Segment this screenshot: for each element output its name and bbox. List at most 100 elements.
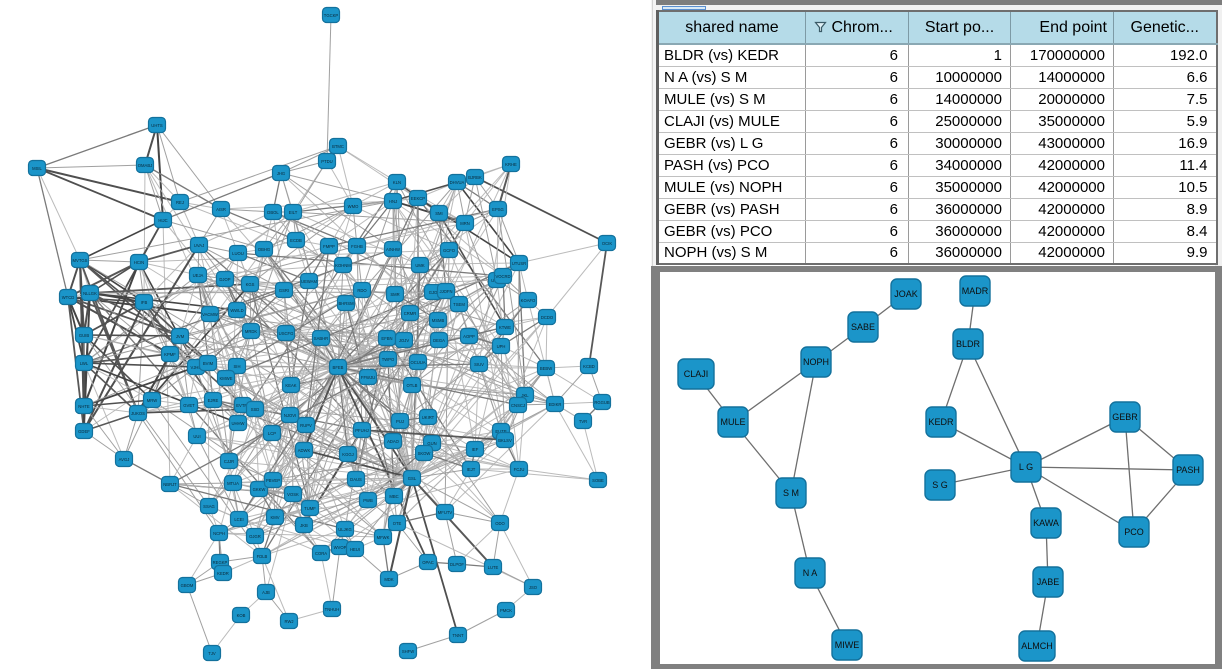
svg-text:CRMR: CRMR [404,311,417,316]
svg-text:UKIRT: UKIRT [422,415,435,420]
svg-text:MULE: MULE [720,417,745,427]
svg-text:MRDK: MRDK [245,329,258,334]
svg-text:SMI: SMI [435,211,442,216]
svg-text:UHHW: UHHW [231,421,244,426]
svg-text:KPMF: KPMF [164,352,176,357]
svg-text:MRW: MRW [147,398,157,403]
svg-text:SABHR: SABHR [314,336,328,341]
svg-text:MDK: MDK [384,577,394,582]
svg-text:HCIN: HCIN [134,260,144,265]
svg-text:GVET: GVET [183,403,195,408]
svg-text:MFUTV: MFUTV [438,510,453,515]
svg-text:EJRE: EJRE [208,398,219,403]
svg-text:TVR: TVR [579,419,587,424]
svg-text:TGCKP: TGCKP [324,13,339,18]
svg-text:UEJA: UEJA [193,273,204,278]
svg-text:DJOP: DJOP [219,277,230,282]
svg-text:GUN: GUN [427,441,436,446]
svg-text:KOAFO: KOAFO [521,298,536,303]
svg-text:UHTS: UHTS [151,123,163,128]
svg-text:RDO: RDO [357,288,367,293]
svg-text:MSMB: MSMB [432,318,445,323]
svg-text:TUMF: TUMF [304,506,316,511]
svg-text:VACMW: VACMW [202,312,218,317]
svg-text:JKL: JKL [521,393,529,398]
svg-text:OTLB: OTLB [407,383,418,388]
svg-text:AINHW: AINHW [386,247,400,252]
svg-text:UTUSR: UTUSR [512,261,526,266]
svg-text:AOPP: AOPP [463,334,475,339]
svg-text:IFB: IFB [141,300,148,305]
svg-text:MIWE: MIWE [835,640,860,650]
svg-text:NHTE: NHTE [78,404,90,409]
svg-text:SHFW: SHFW [402,649,414,654]
svg-text:JABE: JABE [1037,577,1060,587]
svg-text:S M: S M [783,488,799,498]
svg-text:UEWAM: UEWAM [301,279,317,284]
svg-text:UVAJ: UVAJ [194,243,204,248]
svg-text:JOJV: JOJV [399,338,409,343]
svg-text:S G: S G [932,480,948,490]
svg-text:TNNT: TNNT [452,633,464,638]
svg-text:SABE: SABE [851,322,875,332]
svg-text:SMR: SMR [390,292,399,297]
svg-text:KRHE: KRHE [505,162,517,167]
svg-text:RGGUB: RGGUB [594,400,610,405]
svg-text:BLDR: BLDR [956,339,981,349]
svg-text:KMV: KMV [270,515,279,520]
svg-text:ALMCH: ALMCH [1021,641,1053,651]
svg-text:MTUA: MTUA [227,481,239,486]
svg-text:HIJC: HIJC [158,218,167,223]
svg-text:BJRBK: BJRBK [468,175,482,180]
svg-text:PASH: PASH [1176,465,1200,475]
svg-text:JVM: JVM [176,334,185,339]
svg-text:CNSCJ: CNSCJ [511,403,525,408]
svg-text:LUOU: LUOU [232,251,244,256]
svg-text:USCFG: USCFG [279,331,294,336]
svg-text:OJGR: OJGR [249,534,261,539]
svg-text:PMCK: PMCK [500,608,512,613]
svg-text:ADAO: ADAO [387,439,400,444]
svg-text:LCP: LCP [268,431,276,436]
svg-text:VOSK: VOSK [287,492,299,497]
svg-text:WVOP: WVOP [334,545,347,550]
svg-text:KAWA: KAWA [1033,518,1059,528]
svg-text:AJB: AJB [262,590,270,595]
svg-text:MBC: MBC [389,494,398,499]
svg-text:GBOM: GBOM [181,583,194,588]
svg-text:GCFO: GCFO [443,248,456,253]
svg-text:HNJ: HNJ [389,199,397,204]
svg-text:EILT: EILT [289,210,298,215]
svg-text:TSEM: TSEM [453,302,465,307]
svg-text:OCUUA: OCUUA [410,360,425,365]
svg-text:GKKW: GKKW [253,487,266,492]
svg-text:UPH: UPH [497,344,506,349]
svg-text:FFWJU: FFWJU [361,375,375,380]
svg-text:LCEI: LCEI [234,517,243,522]
svg-text:RUPV: RUPV [300,423,312,428]
svg-text:MRN: MRN [460,221,470,226]
svg-text:KOB: KOB [237,613,246,618]
svg-text:PUJ: PUJ [396,419,404,424]
svg-text:GSL: GSL [408,476,417,481]
svg-text:MFWK: MFWK [377,535,390,540]
svg-text:BKLSV: BKLSV [498,438,512,443]
svg-text:JOAK: JOAK [894,289,918,299]
svg-text:EFBN: EFBN [381,336,392,341]
svg-text:KGS: KGS [246,282,255,287]
svg-text:MVTGS: MVTGS [73,258,88,263]
svg-text:PWB: PWB [363,498,373,503]
svg-text:AISR: AISR [216,207,226,212]
svg-text:ULJKG: ULJKG [338,527,352,532]
svg-text:KTWE: KTWE [499,325,511,330]
svg-text:WMO: WMO [348,204,359,209]
svg-text:DAUS: DAUS [350,477,362,482]
svg-text:TJV: TJV [208,651,216,656]
svg-text:OMABJ: OMABJ [138,163,152,168]
svg-text:KCBD: KCBD [583,364,595,369]
svg-text:JHG: JHG [277,171,285,176]
svg-text:OBHG: OBHG [258,247,270,252]
svg-text:PFUHJ: PFUHJ [355,428,369,433]
svg-text:AVGJ: AVGJ [119,457,130,462]
svg-text:SIUV: SIUV [474,362,484,367]
